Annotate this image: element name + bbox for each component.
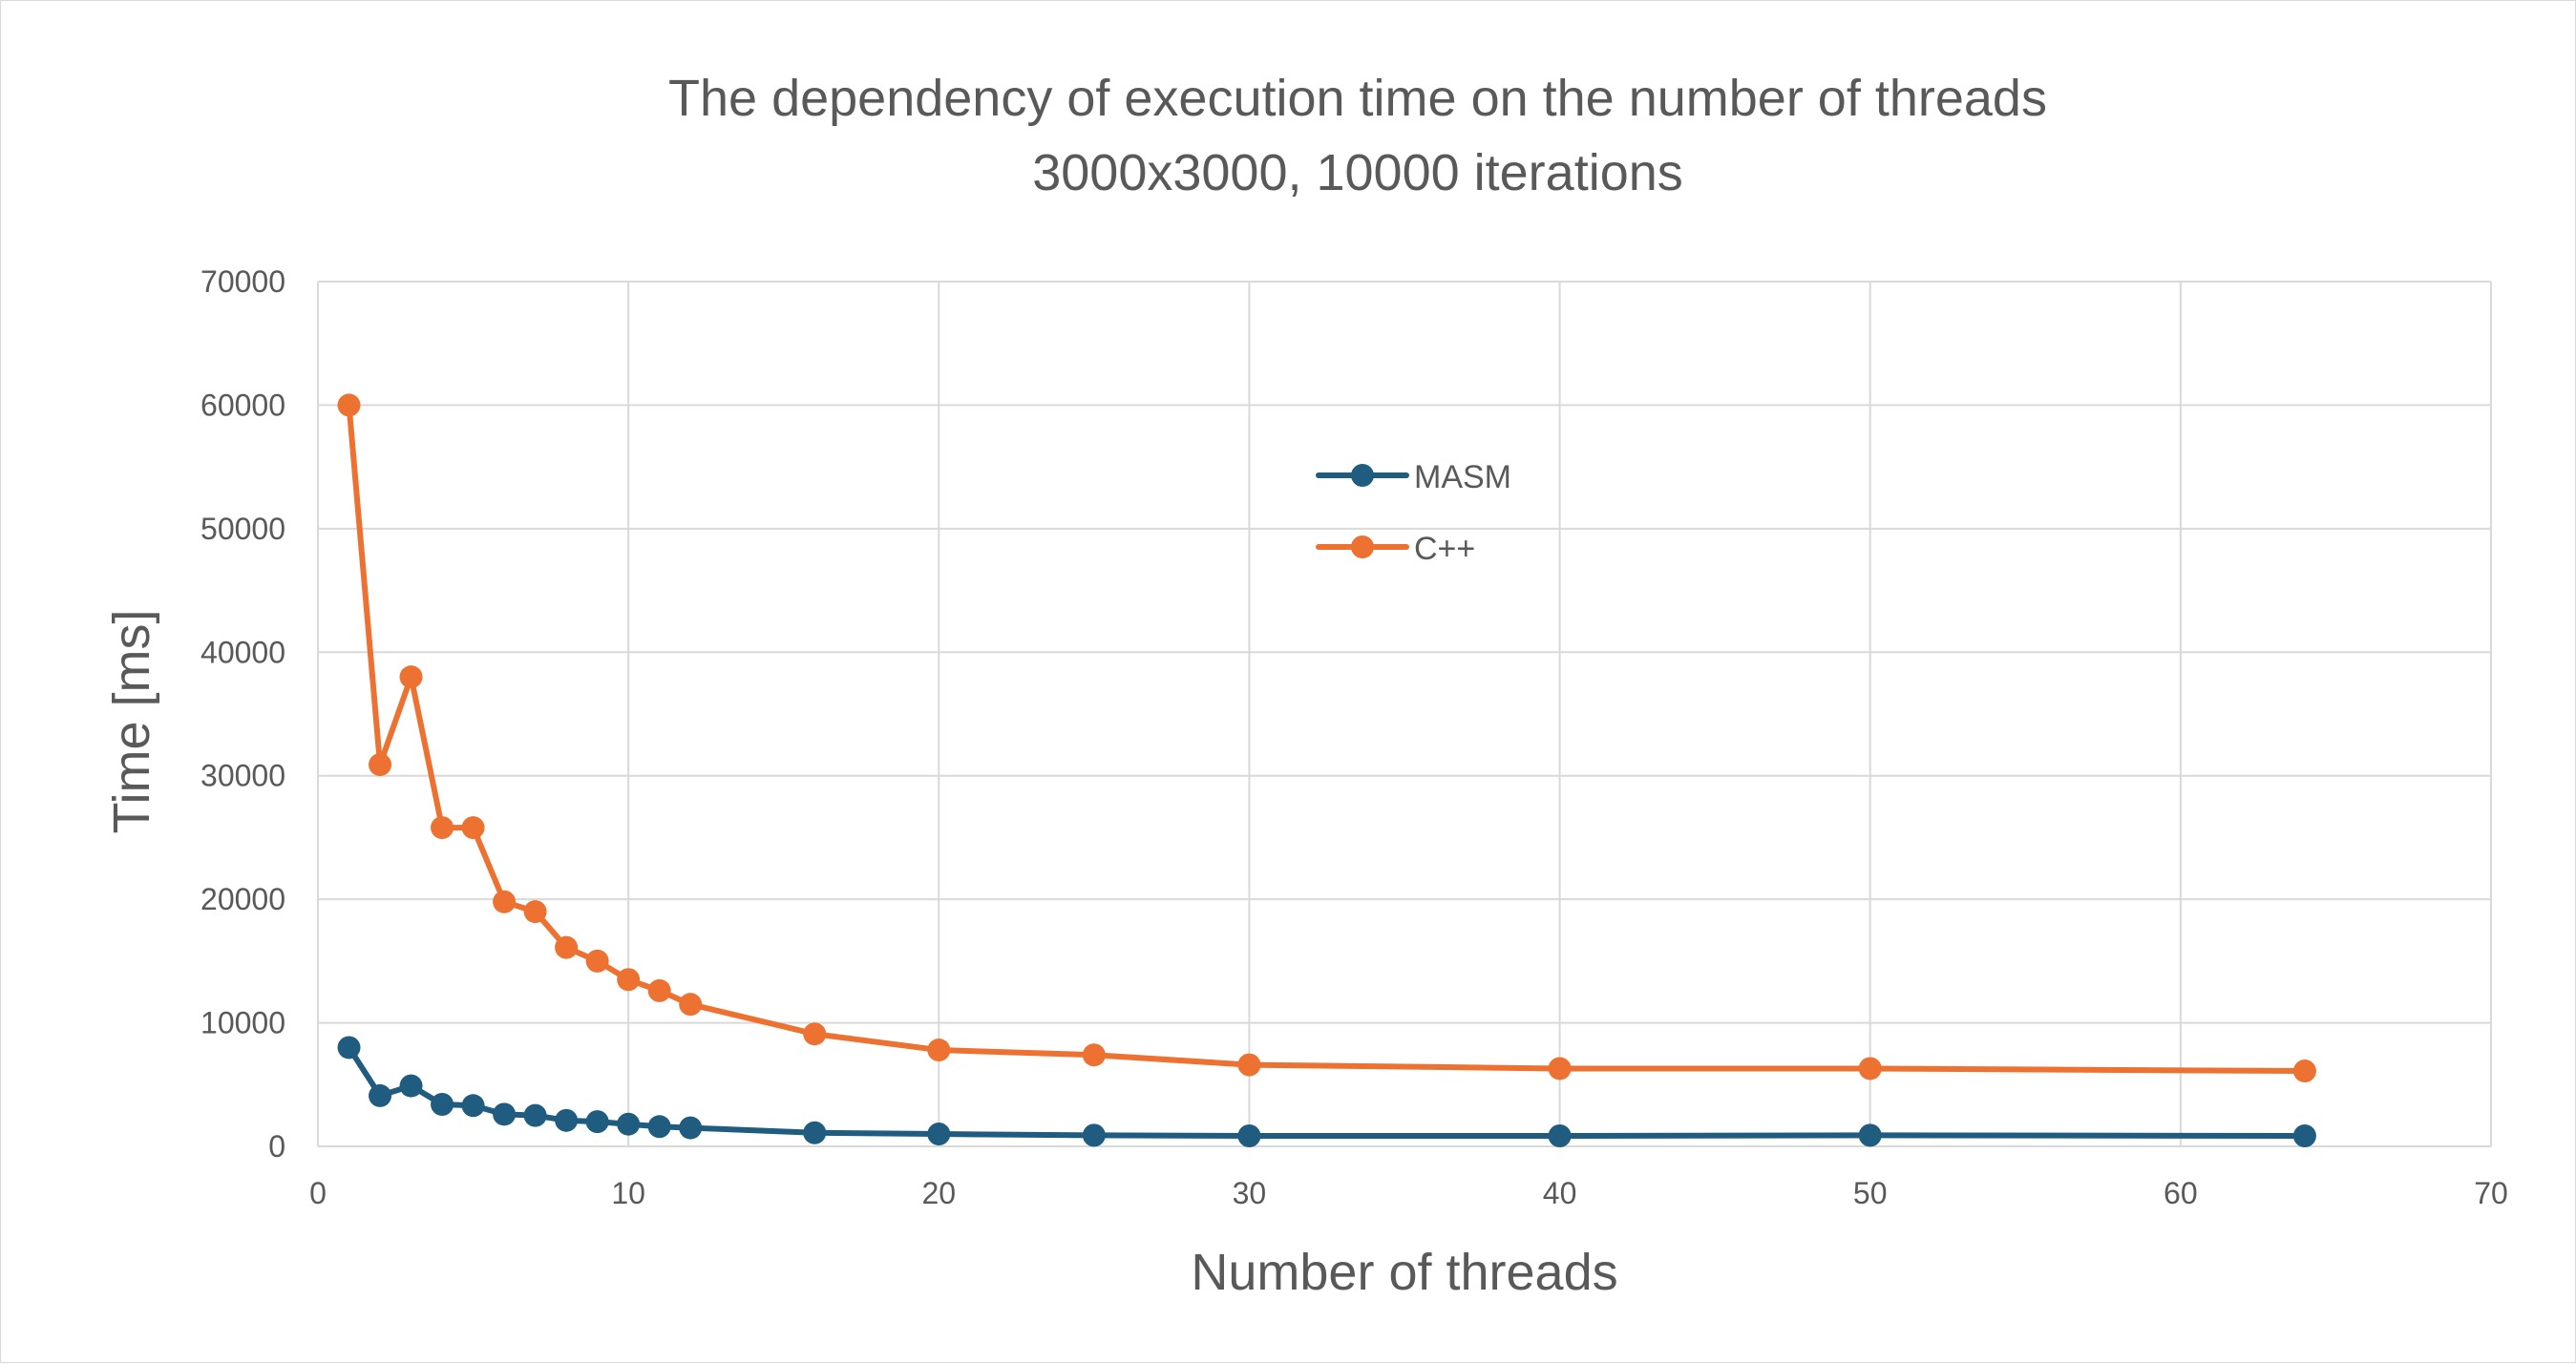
data-point-c: [461, 816, 485, 840]
data-point-c: [1082, 1043, 1106, 1067]
x-tick-label: 0: [309, 1176, 327, 1210]
data-point-masm: [617, 1112, 641, 1136]
data-point-masm: [461, 1094, 485, 1118]
plot-series: [337, 393, 2316, 1147]
data-point-masm: [1548, 1123, 1572, 1147]
legend: MASM C++: [1316, 459, 1511, 567]
data-point-masm: [369, 1083, 392, 1107]
x-axis-title: Number of threads: [1191, 1244, 1617, 1301]
data-point-c: [679, 993, 703, 1017]
legend-marker-cpp: [1351, 535, 1374, 558]
data-point-masm: [1237, 1123, 1261, 1147]
series-masm: [337, 1036, 2316, 1147]
data-point-c: [1548, 1057, 1572, 1081]
y-tick-label: 10000: [201, 1006, 285, 1040]
y-tick-label: 0: [268, 1129, 285, 1164]
legend-item-cpp[interactable]: C++: [1316, 531, 1475, 567]
y-tick-label: 60000: [201, 388, 285, 422]
series-line-c: [346, 402, 2308, 1075]
x-tick-label: 70: [2474, 1176, 2508, 1210]
x-tick-label: 10: [611, 1176, 645, 1210]
data-point-c: [647, 978, 671, 1002]
data-point-c: [399, 665, 423, 689]
data-point-c: [555, 935, 579, 959]
data-point-masm: [803, 1121, 827, 1144]
data-point-masm: [1082, 1123, 1106, 1147]
data-point-masm: [585, 1110, 609, 1134]
data-point-masm: [399, 1074, 423, 1098]
data-point-c: [337, 393, 361, 417]
chart-title: The dependency of execution time on the …: [668, 70, 2047, 127]
y-tick-label: 40000: [201, 635, 285, 669]
chart-subtitle: 3000x3000, 10000 iterations: [1032, 144, 1683, 201]
data-point-c: [369, 753, 392, 777]
series-line-masm: [346, 1044, 2308, 1139]
data-point-c: [431, 816, 454, 840]
data-point-c: [523, 900, 547, 924]
legend-marker-masm: [1351, 464, 1374, 487]
gridlines: [317, 281, 2492, 1147]
y-tick-label: 70000: [201, 264, 285, 299]
x-tick-label: 30: [1233, 1176, 1267, 1210]
legend-label-masm: MASM: [1414, 459, 1511, 495]
y-tick-label: 50000: [201, 512, 285, 546]
series-c: [337, 393, 2316, 1083]
legend-label-cpp: C++: [1414, 531, 1475, 567]
data-point-masm: [555, 1108, 579, 1132]
y-tick-label: 20000: [201, 882, 285, 916]
legend-item-masm[interactable]: MASM: [1316, 459, 1511, 495]
y-axis-title: Time [ms]: [103, 610, 160, 834]
data-point-masm: [647, 1115, 671, 1139]
data-point-c: [585, 949, 609, 973]
data-point-masm: [493, 1102, 517, 1126]
data-point-masm: [927, 1123, 951, 1146]
x-tick-label: 40: [1543, 1176, 1577, 1210]
data-point-masm: [1858, 1123, 1882, 1147]
data-point-masm: [2292, 1123, 2316, 1147]
x-tick-label: 50: [1853, 1176, 1888, 1210]
data-point-masm: [523, 1103, 547, 1127]
x-tick-label: 20: [921, 1176, 956, 1210]
data-point-masm: [431, 1092, 454, 1116]
data-point-masm: [679, 1116, 703, 1140]
axes: 0 10000 20000 30000 40000 50000 60000 70000 0 10 2…: [201, 264, 2508, 1210]
data-point-c: [803, 1022, 827, 1046]
y-tick-label: 30000: [201, 759, 285, 793]
data-point-c: [1237, 1053, 1261, 1077]
data-point-c: [927, 1039, 951, 1062]
data-point-c: [493, 890, 517, 913]
data-point-masm: [337, 1036, 361, 1060]
data-point-c: [617, 968, 641, 992]
data-point-c: [2292, 1060, 2316, 1083]
x-tick-label: 60: [2164, 1176, 2198, 1210]
data-point-c: [1858, 1057, 1882, 1081]
